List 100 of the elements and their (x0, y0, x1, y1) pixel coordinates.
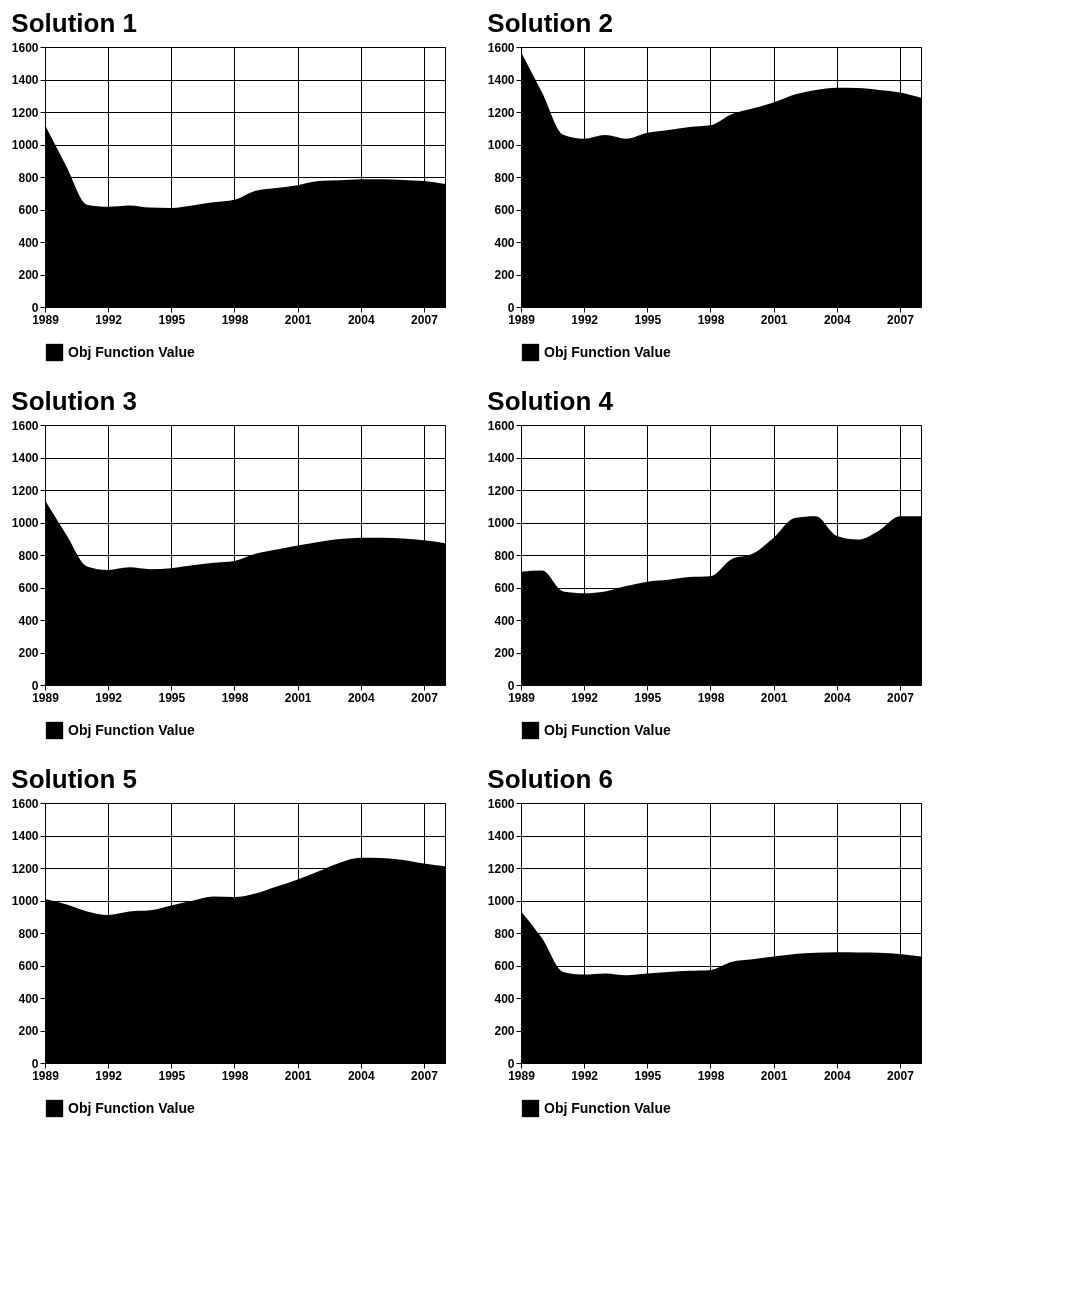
y-tick-label: 200 (18, 646, 39, 660)
x-tick-label: 2001 (760, 312, 788, 327)
y-tick-label: 0 (507, 678, 515, 693)
x-tick-label: 2001 (760, 690, 788, 705)
x-tick-label: 2004 (823, 690, 851, 705)
y-tick-label: 200 (18, 268, 39, 282)
y-tick-label: 1000 (11, 516, 39, 530)
y-tick-label: 400 (18, 235, 39, 250)
x-tick-label: 1995 (634, 312, 662, 327)
y-tick-label: 200 (494, 1024, 515, 1038)
y-tick-label: 600 (18, 581, 39, 595)
x-tick-label: 1992 (571, 1068, 599, 1083)
y-tick-label: 1600 (11, 40, 39, 55)
y-tick-label: 600 (494, 581, 515, 595)
x-tick-label: 2007 (887, 1068, 915, 1083)
y-tick-label: 600 (18, 203, 39, 217)
legend-label: Obj Function Value (68, 343, 195, 360)
y-tick-label: 1000 (11, 138, 39, 152)
x-tick-label: 2007 (411, 1068, 439, 1083)
y-tick-label: 200 (494, 646, 515, 660)
y-tick-label: 1600 (487, 418, 515, 433)
x-tick-label: 1995 (158, 690, 186, 705)
y-tick-label: 1400 (11, 73, 39, 87)
chart-title: Solution 1 (11, 8, 137, 38)
y-tick-label: 1600 (11, 418, 39, 433)
x-tick-label: 1989 (32, 312, 60, 327)
x-tick-label: 1989 (508, 312, 536, 327)
x-tick-label: 2007 (887, 312, 915, 327)
x-tick-label: 1989 (32, 690, 60, 705)
legend-label: Obj Function Value (68, 721, 195, 738)
y-tick-label: 1200 (11, 483, 39, 498)
chart-title: Solution 2 (487, 8, 613, 38)
x-tick-label: 2004 (347, 312, 375, 327)
y-tick-label: 1600 (11, 796, 39, 811)
x-tick-label: 1998 (697, 690, 725, 705)
y-tick-label: 1200 (487, 105, 515, 120)
y-tick-label: 1200 (487, 861, 515, 876)
x-tick-label: 2004 (823, 312, 851, 327)
y-tick-label: 800 (494, 926, 515, 941)
y-tick-label: 200 (494, 268, 515, 282)
y-tick-label: 1600 (487, 796, 515, 811)
x-tick-label: 2004 (823, 1068, 851, 1083)
y-tick-label: 800 (18, 170, 39, 185)
y-tick-label: 1200 (11, 105, 39, 120)
x-tick-label: 2004 (347, 690, 375, 705)
y-tick-label: 400 (18, 613, 39, 628)
chart-title: Solution 5 (11, 764, 137, 794)
x-tick-label: 2007 (411, 312, 439, 327)
chart-title: Solution 3 (11, 386, 137, 416)
y-tick-label: 400 (494, 613, 515, 628)
legend-label: Obj Function Value (68, 1099, 195, 1116)
legend-label: Obj Function Value (544, 1099, 671, 1116)
x-tick-label: 2004 (347, 1068, 375, 1083)
x-tick-label: 1992 (571, 312, 599, 327)
x-tick-label: 1998 (221, 690, 249, 705)
x-tick-label: 2001 (284, 312, 312, 327)
y-tick-label: 600 (18, 959, 39, 973)
x-tick-label: 1998 (221, 312, 249, 327)
y-tick-label: 1000 (487, 894, 515, 908)
x-tick-label: 1998 (221, 1068, 249, 1083)
x-tick-label: 1995 (158, 312, 186, 327)
chart-title: Solution 4 (487, 386, 614, 416)
y-tick-label: 0 (31, 1056, 39, 1071)
y-tick-label: 800 (18, 926, 39, 941)
x-tick-label: 1995 (634, 690, 662, 705)
y-tick-label: 800 (494, 548, 515, 563)
y-tick-label: 1400 (11, 451, 39, 465)
x-tick-label: 1992 (95, 312, 123, 327)
y-tick-label: 1400 (11, 829, 39, 843)
y-tick-label: 0 (507, 1056, 515, 1071)
x-tick-label: 1992 (571, 690, 599, 705)
y-tick-label: 1400 (487, 829, 515, 843)
y-tick-label: 200 (18, 1024, 39, 1038)
y-tick-label: 400 (18, 991, 39, 1006)
y-tick-label: 1600 (487, 40, 515, 55)
y-tick-label: 1400 (487, 451, 515, 465)
y-tick-label: 800 (494, 170, 515, 185)
y-tick-label: 600 (494, 959, 515, 973)
y-tick-label: 1000 (11, 894, 39, 908)
y-tick-label: 600 (494, 203, 515, 217)
x-tick-label: 1992 (95, 1068, 123, 1083)
x-tick-label: 1992 (95, 690, 123, 705)
y-tick-label: 1000 (487, 516, 515, 530)
y-tick-label: 400 (494, 235, 515, 250)
x-tick-label: 1995 (158, 1068, 186, 1083)
y-tick-label: 0 (507, 300, 515, 315)
x-tick-label: 1995 (634, 1068, 662, 1083)
y-tick-label: 1400 (487, 73, 515, 87)
y-tick-label: 1200 (487, 483, 515, 498)
x-tick-label: 2001 (284, 690, 312, 705)
y-tick-label: 1000 (487, 138, 515, 152)
y-tick-label: 0 (31, 300, 39, 315)
x-tick-label: 2007 (411, 690, 439, 705)
x-tick-label: 1989 (508, 690, 536, 705)
y-tick-label: 400 (494, 991, 515, 1006)
legend-label: Obj Function Value (544, 721, 671, 738)
y-tick-label: 800 (18, 548, 39, 563)
x-tick-label: 1998 (697, 312, 725, 327)
y-tick-label: 0 (31, 678, 39, 693)
x-tick-label: 1989 (32, 1068, 60, 1083)
